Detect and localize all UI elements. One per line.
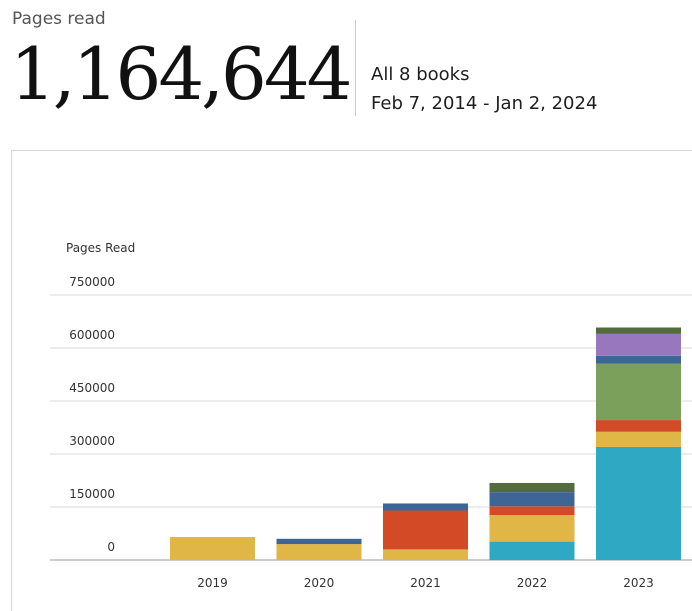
books-count: All 8 books (371, 64, 470, 85)
x-tick-label: 2023 (623, 576, 654, 590)
bar-segment[interactable] (596, 420, 681, 432)
x-tick-label: 2020 (304, 576, 335, 590)
y-tick-label: 450000 (69, 381, 115, 395)
bar-segment[interactable] (489, 541, 575, 560)
y-axis-label: Pages Read (66, 241, 135, 255)
bar-segment[interactable] (383, 510, 468, 550)
pages-read-chart: Pages Read 0 150000 300000 450000 600000 7500… (50, 241, 692, 590)
total-pages: 1,164,644 (10, 32, 352, 116)
bar-segment[interactable] (596, 355, 681, 364)
bar-segment[interactable] (276, 538, 362, 545)
bar-segment[interactable] (383, 503, 468, 511)
bar-segment[interactable] (596, 327, 681, 334)
x-tick-label: 2022 (517, 576, 548, 590)
bar-segment[interactable] (596, 446, 681, 560)
bar-segment[interactable] (170, 537, 255, 560)
bar-segment[interactable] (489, 506, 575, 516)
bar-segment[interactable] (489, 515, 575, 542)
y-tick-label: 750000 (69, 275, 115, 289)
bar-segment[interactable] (276, 544, 362, 560)
bar-segment[interactable] (596, 363, 681, 421)
y-tick-label: 600000 (69, 328, 115, 342)
bar-segment[interactable] (596, 431, 681, 447)
chart-panel (11, 150, 692, 611)
bar-segment[interactable] (489, 492, 575, 507)
bar-segment[interactable] (596, 333, 681, 356)
date-range: Feb 7, 2014 - Jan 2, 2024 (371, 93, 598, 114)
bar-segment[interactable] (383, 549, 468, 560)
x-tick-label: 2019 (197, 576, 228, 590)
bar-segment[interactable] (489, 482, 575, 493)
y-tick-label: 150000 (69, 487, 115, 501)
stat-divider (355, 20, 356, 116)
y-tick-label: 0 (107, 540, 115, 554)
x-tick-label: 2021 (410, 576, 441, 590)
y-tick-label: 300000 (69, 434, 115, 448)
stat-label: Pages read (12, 9, 106, 29)
